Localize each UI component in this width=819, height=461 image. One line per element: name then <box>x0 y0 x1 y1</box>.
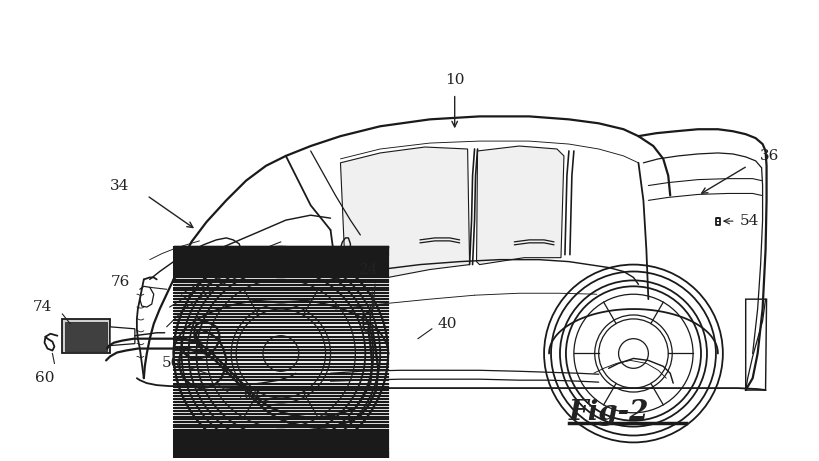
Polygon shape <box>746 299 767 390</box>
Text: 76: 76 <box>111 275 129 290</box>
Text: 60: 60 <box>34 371 54 385</box>
Text: Fig-2: Fig-2 <box>569 399 649 426</box>
Polygon shape <box>66 322 107 350</box>
Polygon shape <box>62 319 110 354</box>
Text: 38: 38 <box>239 389 259 403</box>
Text: 54: 54 <box>740 214 759 228</box>
Polygon shape <box>477 146 564 265</box>
Text: 24: 24 <box>359 263 378 278</box>
Text: 10: 10 <box>445 73 464 87</box>
Text: 36: 36 <box>759 149 779 163</box>
Polygon shape <box>110 327 135 346</box>
Text: 40: 40 <box>438 317 457 331</box>
Text: 56: 56 <box>162 356 181 370</box>
Text: 34: 34 <box>111 178 129 193</box>
Text: 74: 74 <box>33 300 52 314</box>
Polygon shape <box>341 147 469 278</box>
